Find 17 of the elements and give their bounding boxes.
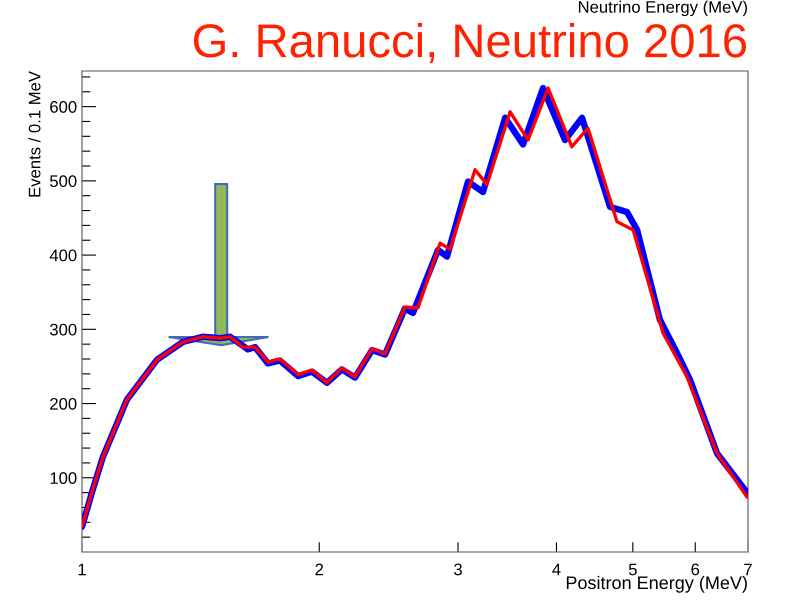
y-tick-label: 600 — [50, 101, 76, 113]
y-axis-title: Events / 0.1 MeV — [28, 71, 40, 197]
x-tick-label: 3 — [454, 564, 462, 576]
x-tick-label: 5 — [628, 564, 637, 576]
x-tick-label: 1 — [78, 564, 86, 576]
chart-title: G. Ranucci, Neutrino 2016 — [194, 22, 746, 64]
text: Neutrino Energy (MeV) — [578, 0, 747, 16]
y-tick-label: 300 — [50, 324, 76, 336]
y-tick-label: 200 — [50, 398, 76, 410]
x-tick-label: 6 — [691, 564, 700, 576]
y-tick-label: 500 — [50, 175, 76, 188]
x-axis-title: Positron Energy (MeV) — [566, 576, 747, 593]
x-tick-label: 2 — [315, 564, 324, 576]
y-tick-label: 100 — [50, 472, 76, 484]
x-tick-label: 7 — [744, 564, 752, 576]
x-tick-label: 4 — [552, 564, 561, 576]
y-tick-label: 400 — [50, 249, 76, 262]
